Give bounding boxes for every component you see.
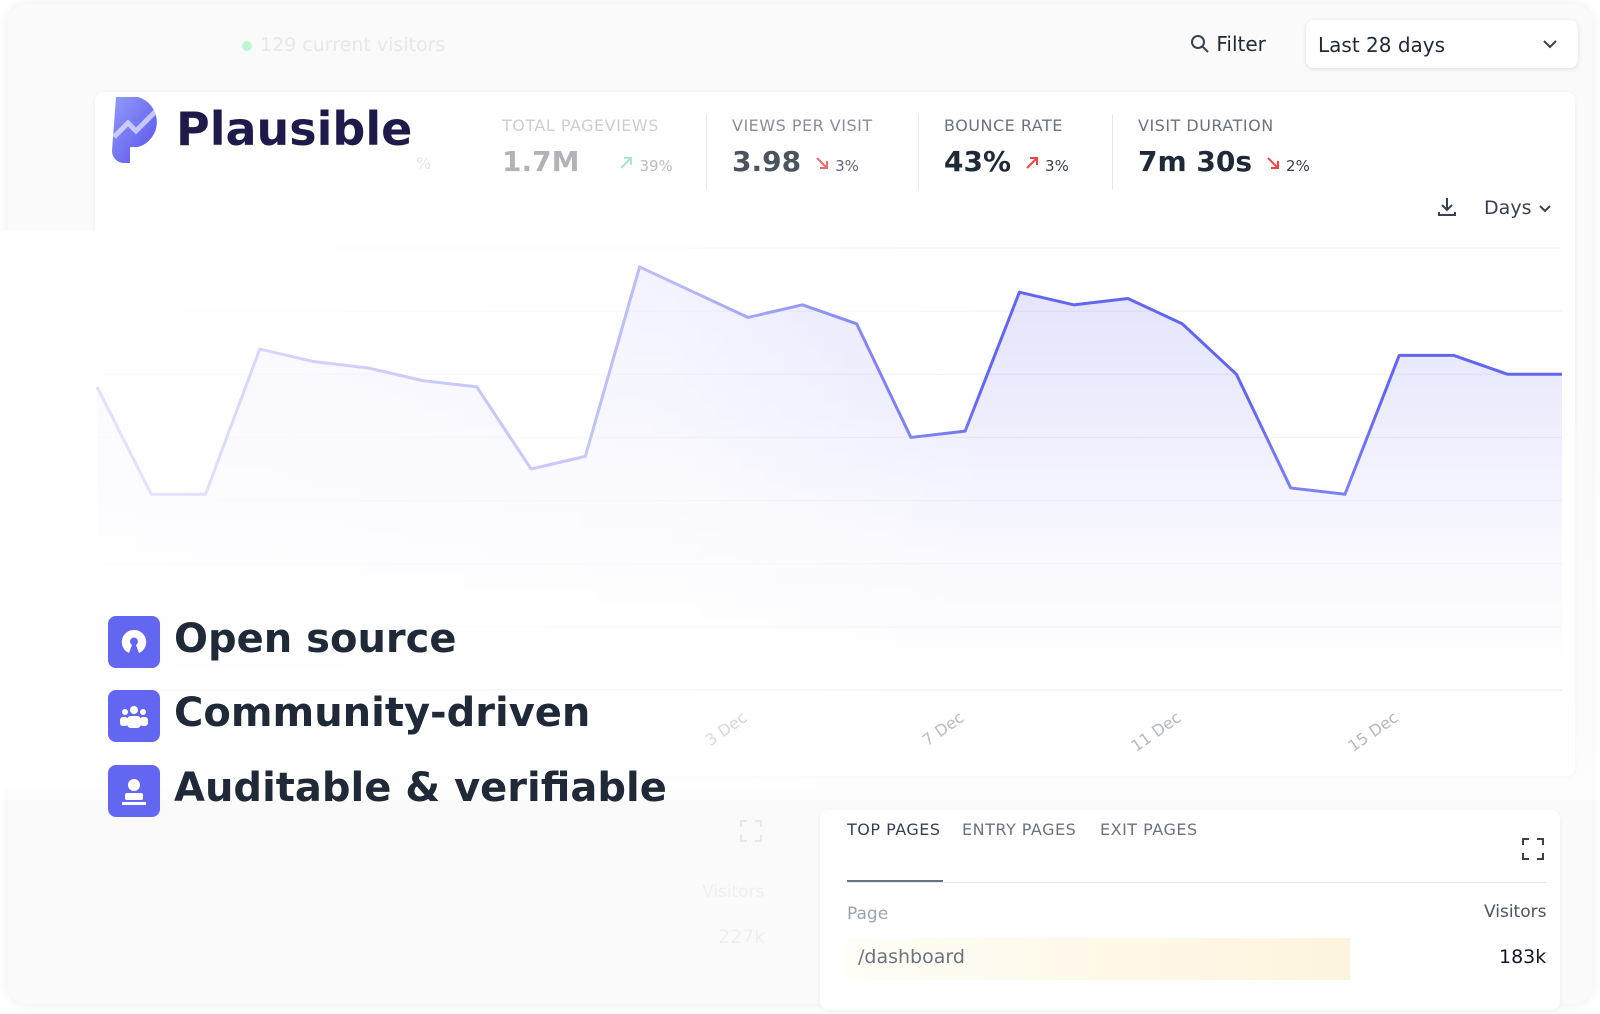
arrow: [620, 157, 633, 169]
search-icon: [1191, 35, 1209, 53]
feature: Auditable & verifiable: [174, 765, 667, 811]
cell: 227k: [718, 926, 766, 948]
metric-label: TOTAL PAGEVIEWS: [502, 116, 659, 135]
logo-mark: [112, 97, 160, 163]
interval-select[interactable]: Days: [1436, 196, 1552, 219]
metric-change: 3%: [835, 157, 859, 175]
metric-divider: [1112, 114, 1113, 190]
metric-fragment: %: [416, 154, 432, 173]
row-bar: [847, 938, 1350, 980]
current-visitors: 129 current visitors: [242, 34, 445, 56]
cell: /dashboard: [858, 946, 965, 968]
arrow: [1026, 157, 1039, 169]
download-icon[interactable]: [1436, 196, 1458, 218]
metric: VIEWS PER VISIT 3.98 3%: [732, 116, 873, 178]
metric-label: VISIT DURATION: [1138, 116, 1274, 135]
chevron: [1543, 40, 1557, 49]
metric-value: 43%: [944, 145, 1012, 178]
column-header: Page: [847, 904, 889, 924]
metric-label: VIEWS PER VISIT: [732, 116, 873, 135]
feature-icon: [108, 616, 160, 668]
chevron: [1538, 205, 1551, 213]
period-label: Last 28 days: [1318, 33, 1446, 57]
expand-icon[interactable]: [1522, 838, 1544, 864]
expand-icon[interactable]: [740, 820, 770, 842]
feature-icon: [108, 690, 160, 742]
metric: BOUNCE RATE 43% 3%: [944, 116, 1069, 178]
metric-value: 1.7M: [502, 145, 580, 178]
tab[interactable]: EXIT PAGES: [1100, 820, 1198, 839]
filter-button[interactable]: Filter: [1190, 32, 1266, 56]
metric-label: BOUNCE RATE: [944, 116, 1063, 135]
trend-arrow: [816, 157, 829, 169]
arrow: [816, 157, 829, 169]
tab[interactable]: TOP PAGES: [847, 820, 941, 839]
metric: TOTAL PAGEVIEWS 1.7M 39%: [502, 116, 673, 178]
feature: Open source: [174, 616, 457, 662]
metric-value: 3.98: [732, 145, 802, 178]
arrow: [1267, 157, 1280, 169]
metric-row: 3.98 3%: [732, 145, 873, 178]
trend-arrow: [1267, 157, 1280, 169]
metric-divider: [706, 114, 707, 190]
period-select[interactable]: Last 28 days: [1306, 20, 1578, 68]
divider: [847, 882, 1547, 883]
column-header: Visitors: [1484, 902, 1547, 922]
trend-arrow: [620, 157, 633, 169]
metric-row: 1.7M 39%: [502, 145, 673, 178]
column-header: Visitors: [702, 882, 765, 902]
metric-change: 3%: [1045, 157, 1069, 175]
metric-divider: [918, 114, 919, 190]
metric-change: 2%: [1286, 157, 1310, 175]
metric-row: 43% 3%: [944, 145, 1069, 178]
metric-change: 39%: [639, 157, 673, 175]
trend-arrow: [1026, 157, 1039, 169]
tab[interactable]: ENTRY PAGES: [962, 820, 1077, 839]
metric-row: 7m 30s 2%: [1138, 145, 1310, 178]
metric-value: 7m 30s: [1138, 145, 1253, 178]
metric: VISIT DURATION 7m 30s 2%: [1138, 116, 1310, 178]
feature-icon: [108, 765, 160, 817]
feature: Community-driven: [174, 690, 591, 736]
fade-overlay: [0, 400, 1600, 800]
cell: 183k: [1499, 946, 1547, 968]
tab-underline: [847, 880, 943, 883]
brand: Plausible: [176, 102, 413, 156]
